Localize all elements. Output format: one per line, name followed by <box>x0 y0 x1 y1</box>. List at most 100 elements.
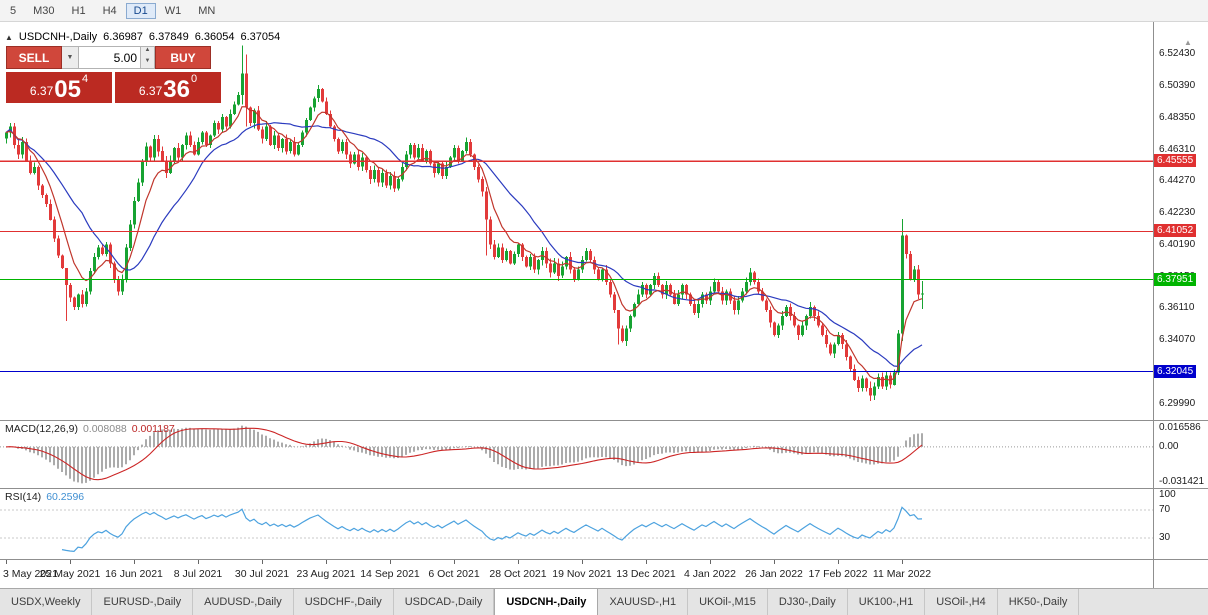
rsi-panel[interactable]: 100 70 30 RSI(14) 60.2596 <box>0 488 1208 559</box>
tab-ukoil-m15[interactable]: UKOil-,M15 <box>688 589 768 615</box>
timeframe-w1[interactable]: W1 <box>164 4 182 17</box>
rsi-axis-70: 70 <box>1159 504 1171 515</box>
tab-usdcnh-daily[interactable]: USDCNH-,Daily <box>494 589 599 615</box>
tab-usdx-weekly[interactable]: USDX,Weekly <box>0 589 93 615</box>
rsi-axis: 100 70 30 <box>1153 489 1208 559</box>
horizontal-lines <box>0 160 1153 373</box>
buy-price-digits: 36 <box>163 76 190 103</box>
sell-button[interactable]: SELL <box>6 46 62 69</box>
time-tick <box>582 560 583 564</box>
timeframe-h4[interactable]: H4 <box>102 4 117 17</box>
tab-usdcad-daily[interactable]: USDCAD-,Daily <box>393 589 495 615</box>
rsi-label: RSI(14) 60.2596 <box>5 491 84 503</box>
tab-usdchf-daily[interactable]: USDCHF-,Daily <box>293 589 394 615</box>
price-tick: 6.29990 <box>1159 398 1196 409</box>
timeframe-5[interactable]: 5 <box>10 4 17 17</box>
time-label: 25 May 2021 <box>39 568 101 580</box>
price-tick: 6.44270 <box>1159 175 1196 186</box>
time-tick <box>70 560 71 564</box>
symbol-label: USDCNH-,Daily <box>18 31 98 43</box>
one-click-toggle-icon[interactable]: ▲ <box>5 32 13 42</box>
tab-usoil-h4[interactable]: USOil-,H4 <box>925 589 998 615</box>
macd-panel[interactable]: 0.016586 0.00 -0.031421 MACD(12,26,9) 0.008… <box>0 420 1208 488</box>
macd-chart <box>0 425 1153 484</box>
time-label: 16 Jun 2021 <box>105 568 163 580</box>
tab-uk100-h1[interactable]: UK100-,H1 <box>847 589 926 615</box>
time-axis-corner <box>1153 560 1208 588</box>
price-tick: 6.46310 <box>1159 144 1196 155</box>
price-tick: 6.36110 <box>1159 302 1195 313</box>
time-label: 8 Jul 2021 <box>173 568 223 580</box>
macd-axis-top: 0.016586 <box>1159 422 1201 433</box>
timeframe-d1[interactable]: D1 <box>125 2 156 19</box>
rsi-axis-30: 30 <box>1159 532 1171 543</box>
macd-axis-bottom: -0.031421 <box>1159 476 1205 487</box>
buy-price-display[interactable]: 6.37 36 0 <box>115 72 221 103</box>
buy-price-pip: 0 <box>190 73 198 85</box>
time-label: 28 Oct 2021 <box>489 568 547 580</box>
time-axis[interactable]: 3 May 2021 25 May 2021 16 Jun 2021 8 Jul 20… <box>0 559 1208 588</box>
tab-xauusd-h1[interactable]: XAUUSD-,H1 <box>598 589 689 615</box>
candlestick-chart[interactable] <box>0 22 1153 419</box>
candles <box>5 45 924 402</box>
rsi-chart <box>0 506 1153 553</box>
time-tick <box>774 560 775 564</box>
price-chart-panel[interactable]: ▲ 6.52430 6.50390 6.48350 6.46310 6.44270 6.4… <box>0 22 1208 420</box>
price-tick: 6.48350 <box>1159 112 1196 123</box>
time-tick <box>134 560 135 564</box>
time-label: 3 May 2021 <box>3 568 58 580</box>
sell-price-display[interactable]: 6.37 05 4 <box>6 72 112 103</box>
tab-eurusd-daily[interactable]: EURUSD-,Daily <box>92 589 194 615</box>
rsi-name: RSI(14) <box>5 491 42 503</box>
price-line-tag: 6.32045 <box>1154 365 1197 378</box>
high-value: 6.37849 <box>148 31 189 43</box>
spin-up-icon[interactable]: ▲ <box>141 47 154 58</box>
time-tick <box>518 560 519 564</box>
time-tick <box>390 560 391 564</box>
price-axis[interactable]: ▲ 6.52430 6.50390 6.48350 6.46310 6.44270 6.4… <box>1153 22 1208 420</box>
time-label: 30 Jul 2021 <box>234 568 290 580</box>
time-tick <box>902 560 903 564</box>
buy-price-prefix: 6.37 <box>138 84 163 98</box>
close-value: 6.37054 <box>240 31 281 43</box>
chart-area: ▲ 6.52430 6.50390 6.48350 6.46310 6.44270 6.4… <box>0 22 1208 588</box>
macd-signal-line <box>5 427 923 481</box>
volume-dropdown-icon[interactable]: ▼ <box>62 46 79 69</box>
price-line-tag: 6.37951 <box>1154 273 1197 286</box>
price-line-tag: 6.41052 <box>1154 224 1197 237</box>
time-tick <box>6 560 7 564</box>
price-tick: 6.42230 <box>1159 207 1196 218</box>
price-tick: 6.34070 <box>1159 334 1196 345</box>
open-value: 6.36987 <box>103 31 143 43</box>
tab-dj30-daily[interactable]: DJ30-,Daily <box>767 589 848 615</box>
buy-button[interactable]: BUY <box>155 46 211 69</box>
macd-axis: 0.016586 0.00 -0.031421 <box>1153 421 1208 488</box>
volume-stepper[interactable]: ▲ ▼ <box>141 46 155 69</box>
time-tick <box>326 560 327 564</box>
price-tick: 6.40190 <box>1159 239 1196 250</box>
time-tick <box>646 560 647 564</box>
tab-audusd-daily[interactable]: AUDUSD-,Daily <box>193 589 294 615</box>
time-label: 14 Sep 2021 <box>360 568 420 580</box>
time-tick <box>198 560 199 564</box>
macd-value: 0.008088 <box>82 423 127 435</box>
one-click-trading-panel: SELL ▼ 5.00 ▲ ▼ BUY 6.37 05 4 <box>6 46 228 103</box>
volume-input[interactable]: 5.00 <box>79 46 141 69</box>
macd-label: MACD(12,26,9) 0.008088 0.001187 <box>5 423 175 435</box>
tab-hk50-daily[interactable]: HK50-,Daily <box>997 589 1080 615</box>
rsi-axis-100: 100 <box>1159 489 1176 500</box>
spin-down-icon[interactable]: ▼ <box>141 57 154 68</box>
timeframe-h1[interactable]: H1 <box>71 4 86 17</box>
time-label: 11 Mar 2022 <box>872 568 932 580</box>
time-label: 23 Aug 2021 <box>296 568 356 580</box>
timeframe-mn[interactable]: MN <box>198 4 216 17</box>
time-label: 17 Feb 2022 <box>808 568 868 580</box>
sell-price-digits: 05 <box>54 76 81 103</box>
sell-price-pip: 4 <box>81 73 89 85</box>
time-label: 4 Jan 2022 <box>684 568 736 580</box>
moving-averages <box>5 106 923 381</box>
rsi-value: 60.2596 <box>46 491 85 503</box>
time-tick <box>454 560 455 564</box>
timeframe-m30[interactable]: M30 <box>33 4 55 17</box>
